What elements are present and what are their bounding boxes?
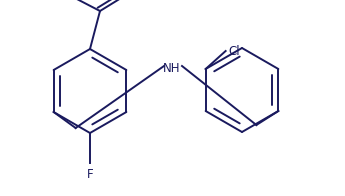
Text: O: O	[131, 0, 140, 2]
Text: NH: NH	[163, 62, 181, 74]
Text: Cl: Cl	[229, 44, 240, 57]
Text: F: F	[87, 168, 93, 181]
